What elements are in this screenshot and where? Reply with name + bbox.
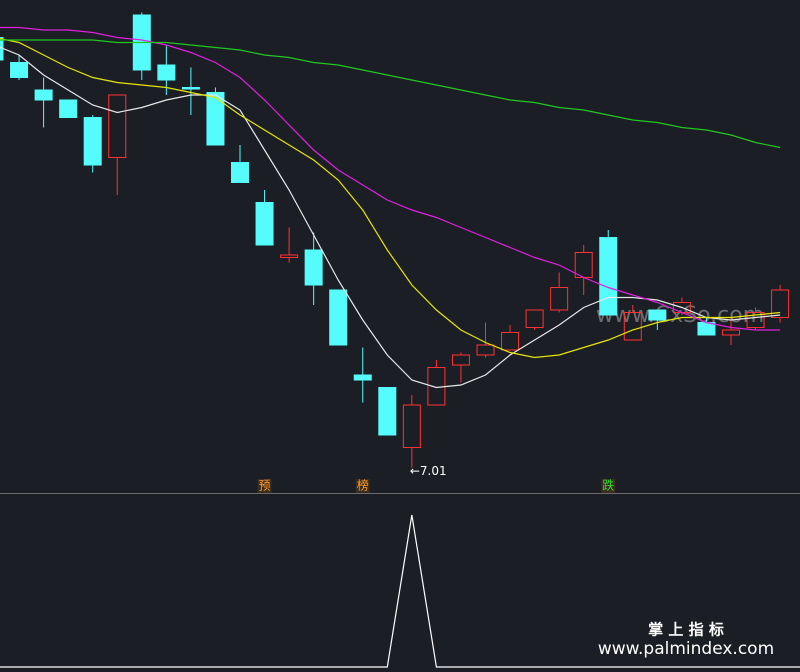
candle-body — [255, 202, 274, 246]
signal-box — [601, 479, 616, 493]
candle-body — [451, 354, 470, 366]
candle-body — [304, 249, 323, 286]
low-label: ←7.01 — [410, 464, 447, 478]
footer-title: 掌 上 指 标 — [648, 621, 724, 639]
signal-label: 榜 — [357, 478, 369, 493]
candle-body — [206, 92, 225, 146]
candle-body — [108, 94, 127, 158]
candle-body — [157, 64, 176, 81]
candle-body — [697, 322, 716, 336]
signal-label: 预 — [259, 479, 271, 493]
indicator-line — [0, 514, 800, 668]
candle-body — [83, 117, 102, 166]
candle-body — [280, 254, 299, 258]
signal-label: 跌 — [602, 478, 614, 493]
candle-body — [353, 374, 372, 381]
candle-body — [722, 329, 740, 336]
candle-body — [476, 344, 495, 356]
candle-body — [771, 289, 790, 318]
moving-average — [0, 46, 781, 389]
moving-average — [0, 38, 781, 359]
candle-body — [623, 312, 642, 341]
signal-box — [257, 479, 272, 493]
moving-average — [0, 39, 781, 149]
candle-body — [746, 312, 765, 328]
candle-body — [378, 387, 397, 436]
candle-body — [599, 237, 618, 316]
candle-body — [648, 309, 667, 321]
moving-average — [0, 26, 781, 331]
candle-body — [231, 162, 249, 183]
candle-body — [501, 332, 520, 351]
candle-body — [59, 99, 78, 118]
candle-body — [550, 287, 569, 311]
candle-body — [329, 289, 348, 346]
signal-box — [355, 479, 370, 493]
candle-body — [525, 309, 544, 328]
candle-body — [402, 404, 421, 448]
candle-body — [34, 89, 53, 101]
candle-body — [181, 87, 200, 90]
candle-body — [10, 62, 29, 78]
footer-url: www.palmindex.com — [598, 639, 774, 659]
